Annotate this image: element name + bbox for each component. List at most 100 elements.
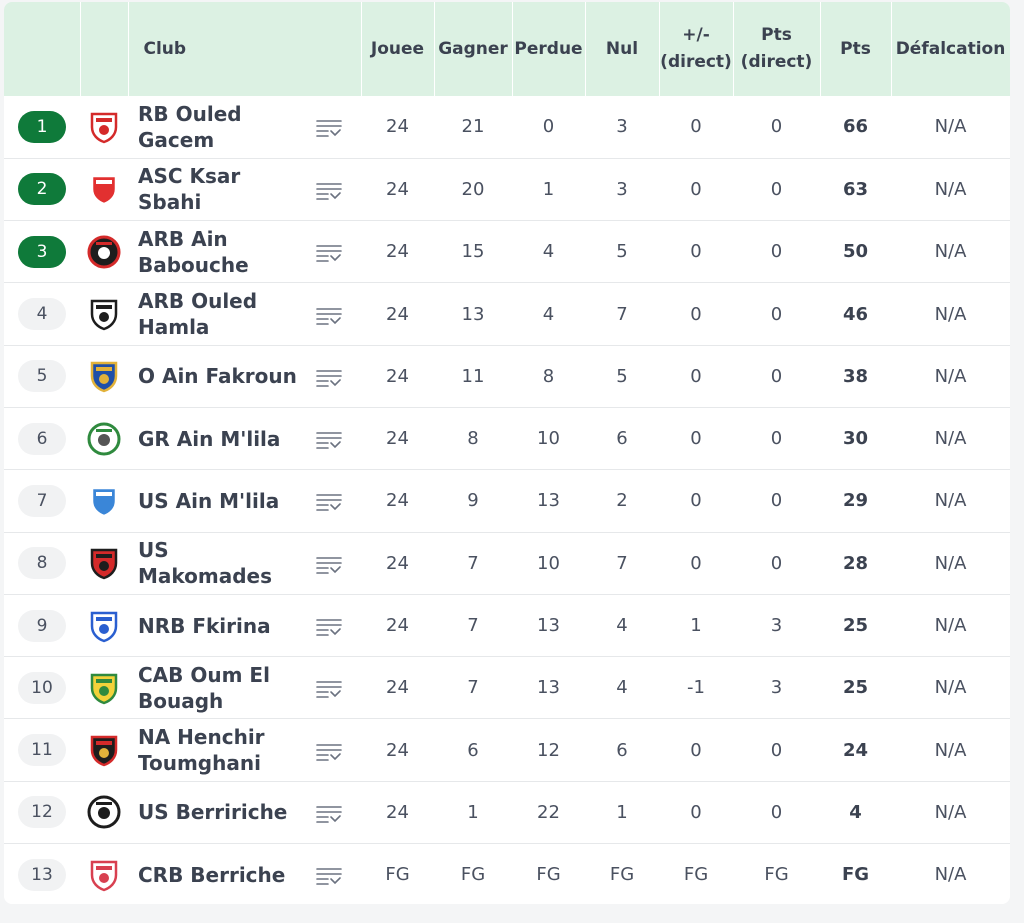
club-name[interactable]: ARB Ouled Hamla xyxy=(138,289,258,340)
header-gagner[interactable]: Gagner xyxy=(434,2,513,96)
club-cell[interactable]: NRB Fkirina xyxy=(128,594,361,656)
form-list-icon[interactable] xyxy=(315,737,343,763)
club-name[interactable]: CRB Berriche xyxy=(138,862,286,887)
club-cell[interactable]: ARB Ouled Hamla xyxy=(128,283,361,345)
club-cell[interactable]: NA Henchir Toumghani xyxy=(128,719,361,781)
perdue-cell: 12 xyxy=(537,739,560,761)
header-diff-direct-line2: (direct) xyxy=(660,52,732,72)
table-row[interactable]: 4 ARB Ouled Hamla 24 13 4 7 0 0 46 N/A xyxy=(4,282,1010,345)
logo-cell xyxy=(80,594,128,656)
club-cell[interactable]: ARB Ain Babouche xyxy=(128,221,361,283)
rank-cell: 13 xyxy=(4,844,80,904)
club-name[interactable]: GR Ain M'lila xyxy=(138,426,281,451)
header-nul[interactable]: Nul xyxy=(585,2,660,96)
club-cell[interactable]: O Ain Fakroun xyxy=(128,345,361,407)
nul-cell: 2 xyxy=(616,490,628,512)
form-list-icon[interactable] xyxy=(315,176,343,202)
header-pts-direct[interactable]: Pts (direct) xyxy=(733,2,821,96)
club-name[interactable]: US Ain M'lila xyxy=(138,488,280,513)
club-logo-icon xyxy=(87,671,121,705)
diff-direct-cell: 0 xyxy=(690,552,702,574)
nul-cell: 4 xyxy=(616,677,628,699)
nul-cell: 7 xyxy=(616,552,628,574)
club-cell[interactable]: US Berririche xyxy=(128,781,361,843)
standings-body: 1 RB Ouled Gacem 24 21 0 3 0 0 66 N/A 2 ASC Ksar Sb… xyxy=(4,96,1010,904)
header-perdue[interactable]: Perdue xyxy=(512,2,586,96)
club-name[interactable]: US Berririche xyxy=(138,800,288,825)
rank-badge: 3 xyxy=(18,235,66,268)
pts-cell: 29 xyxy=(842,490,869,512)
diff-direct-cell: FG xyxy=(683,864,709,886)
club-name[interactable]: NA Henchir Toumghani xyxy=(138,725,265,776)
club-cell[interactable]: CRB Berriche xyxy=(128,844,361,904)
nul-cell: 3 xyxy=(616,116,628,138)
club-name[interactable]: ASC Ksar Sbahi xyxy=(138,164,241,215)
table-row[interactable]: 2 ASC Ksar Sbahi 24 20 1 3 0 0 63 N/A xyxy=(4,158,1010,220)
club-logo-icon xyxy=(87,733,121,767)
diff-direct-cell: 0 xyxy=(690,241,702,263)
club-name[interactable]: NRB Fkirina xyxy=(138,613,271,638)
diff-direct-cell: -1 xyxy=(687,677,705,699)
rank-badge: 2 xyxy=(18,173,66,206)
form-list-icon[interactable] xyxy=(315,799,343,825)
pts-direct-cell: FG xyxy=(764,864,789,886)
club-cell[interactable]: US Ain M'lila xyxy=(128,470,361,532)
club-logo-icon xyxy=(87,858,121,892)
table-row[interactable]: 10 CAB Oum El Bouagh 24 7 13 4 -1 3 25 N/A xyxy=(4,656,1010,719)
table-row[interactable]: 5 O Ain Fakroun 24 11 8 5 0 0 38 N/A xyxy=(4,345,1010,407)
club-cell[interactable]: RB Ouled Gacem xyxy=(128,96,361,158)
club-name[interactable]: RB Ouled Gacem xyxy=(138,101,242,152)
header-club[interactable]: Club xyxy=(128,2,362,96)
form-list-icon[interactable] xyxy=(315,488,343,514)
club-name[interactable]: O Ain Fakroun xyxy=(138,364,297,389)
form-list-icon[interactable] xyxy=(315,426,343,452)
club-cell[interactable]: CAB Oum El Bouagh xyxy=(128,657,361,719)
club-cell[interactable]: GR Ain M'lila xyxy=(128,407,361,469)
form-list-icon[interactable] xyxy=(315,301,343,327)
form-list-icon[interactable] xyxy=(315,114,343,140)
header-pts-direct-line1: Pts xyxy=(761,25,792,45)
pts-cell: FG xyxy=(841,864,870,886)
standings-table: Club Jouee Gagner Perdue Nul +/- (direct… xyxy=(4,2,1010,904)
form-list-icon[interactable] xyxy=(315,239,343,265)
gagner-cell: 11 xyxy=(461,365,485,387)
rank-cell: 11 xyxy=(4,719,80,781)
rank-badge: 11 xyxy=(18,734,66,767)
header-diff-direct[interactable]: +/- (direct) xyxy=(659,2,734,96)
gagner-cell: FG xyxy=(460,864,486,886)
club-name[interactable]: ARB Ain Babouche xyxy=(138,226,249,277)
pts-direct-cell: 0 xyxy=(770,739,783,761)
defalcation-cell: N/A xyxy=(934,739,967,761)
rank-badge: 10 xyxy=(18,671,66,704)
header-diff-direct-line1: +/- xyxy=(682,25,710,45)
club-name[interactable]: US Makomades xyxy=(138,538,273,589)
table-row[interactable]: 3 ARB Ain Babouche 24 15 4 5 0 0 50 N/A xyxy=(4,220,1010,283)
defalcation-cell: N/A xyxy=(934,490,967,512)
header-defalcation[interactable]: Défalcation xyxy=(891,2,1010,96)
form-list-icon[interactable] xyxy=(315,363,343,389)
table-row[interactable]: 1 RB Ouled Gacem 24 21 0 3 0 0 66 N/A xyxy=(4,96,1010,158)
form-list-icon[interactable] xyxy=(315,613,343,639)
joue-cell: 24 xyxy=(386,801,409,823)
rank-cell: 8 xyxy=(4,532,80,594)
joue-cell: FG xyxy=(385,864,410,886)
rank-badge: 13 xyxy=(18,858,66,891)
header-joue[interactable]: Jouee xyxy=(361,2,435,96)
form-list-icon[interactable] xyxy=(315,550,343,576)
club-cell[interactable]: US Makomades xyxy=(128,532,361,594)
table-row[interactable]: 13 CRB Berriche FG FG FG FG FG FG FG N/A xyxy=(4,843,1010,904)
header-pts[interactable]: Pts xyxy=(820,2,892,96)
table-row[interactable]: 6 GR Ain M'lila 24 8 10 6 0 0 30 N/A xyxy=(4,407,1010,469)
table-row[interactable]: 8 US Makomades 24 7 10 7 0 0 28 N/A xyxy=(4,532,1010,594)
club-name[interactable]: CAB Oum El Bouagh xyxy=(138,662,270,713)
gagner-cell: 13 xyxy=(461,303,485,325)
form-list-icon[interactable] xyxy=(315,862,343,888)
table-row[interactable]: 12 US Berririche 24 1 22 1 0 0 4 N/A xyxy=(4,781,1010,843)
club-cell[interactable]: ASC Ksar Sbahi xyxy=(128,158,361,220)
table-header-row: Club Jouee Gagner Perdue Nul +/- (direct… xyxy=(4,2,1010,96)
table-row[interactable]: 9 NRB Fkirina 24 7 13 4 1 3 25 N/A xyxy=(4,594,1010,656)
table-row[interactable]: 11 NA Henchir Toumghani 24 6 12 6 0 0 24 N/A xyxy=(4,718,1010,781)
form-list-icon[interactable] xyxy=(315,675,343,701)
rank-badge: 7 xyxy=(18,484,66,517)
table-row[interactable]: 7 US Ain M'lila 24 9 13 2 0 0 29 N/A xyxy=(4,469,1010,532)
